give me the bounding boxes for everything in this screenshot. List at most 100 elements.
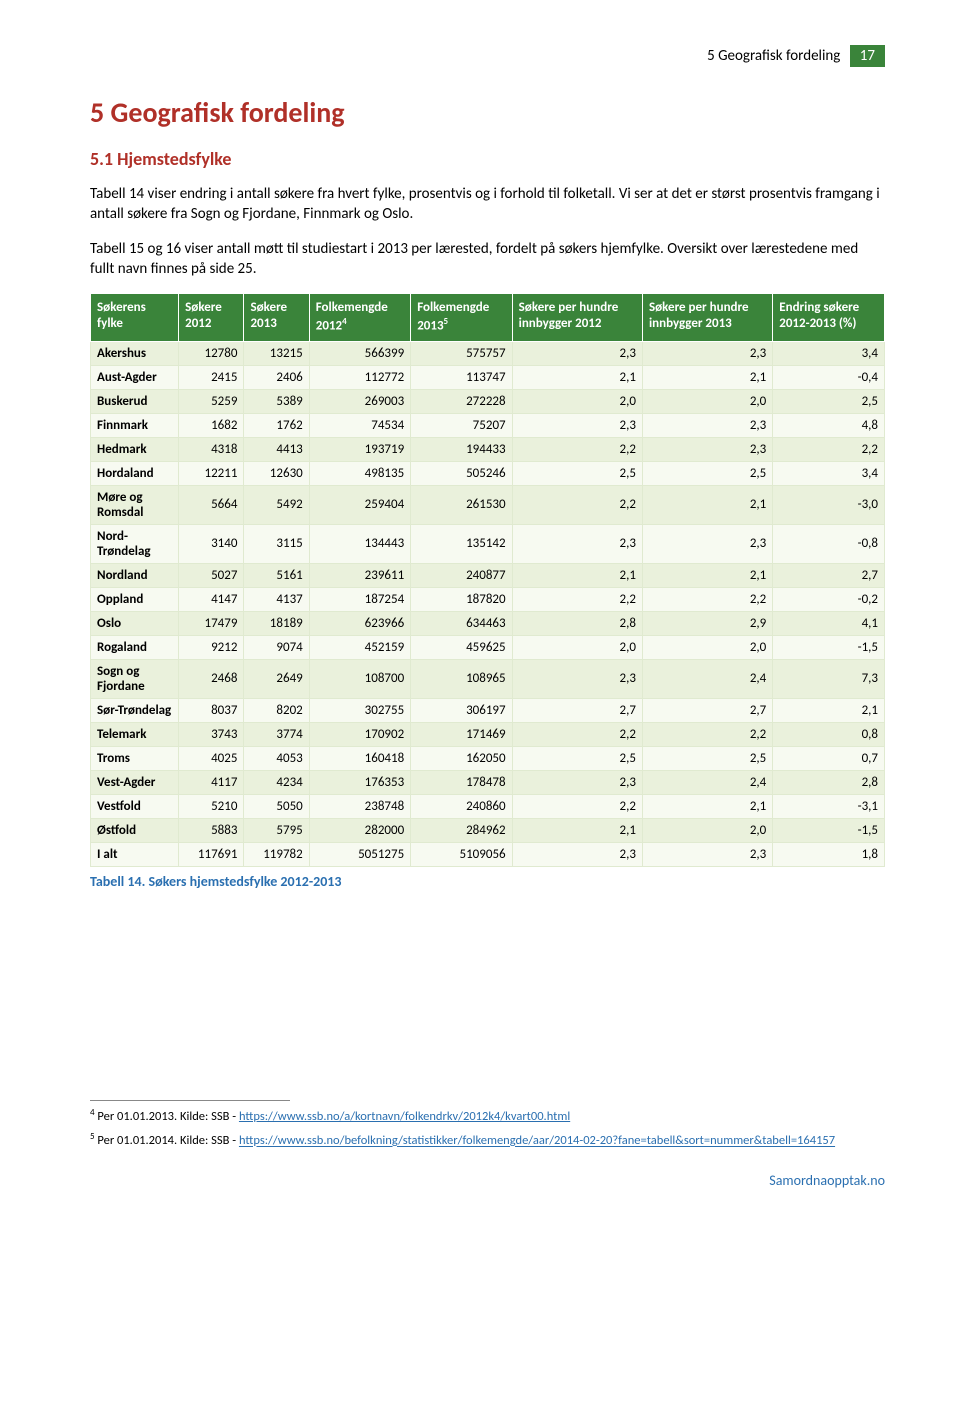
cell-value: 566399 bbox=[309, 341, 410, 365]
col-sokere-2012: Søkere 2012 bbox=[179, 294, 244, 342]
table-row: Troms402540531604181620502,52,50,7 bbox=[91, 746, 885, 770]
table-row: Buskerud525953892690032722282,02,02,5 bbox=[91, 389, 885, 413]
cell-value: 5259 bbox=[179, 389, 244, 413]
cell-value: 2,2 bbox=[512, 587, 642, 611]
cell-value: -0,8 bbox=[773, 524, 885, 563]
cell-value: 505246 bbox=[411, 461, 512, 485]
cell-value: 459625 bbox=[411, 635, 512, 659]
table-row: Vestfold521050502387482408602,22,1-3,1 bbox=[91, 794, 885, 818]
cell-value: 134443 bbox=[309, 524, 410, 563]
cell-value: 498135 bbox=[309, 461, 410, 485]
cell-value: 7,3 bbox=[773, 659, 885, 698]
cell-value: 4117 bbox=[179, 770, 244, 794]
cell-value: -1,5 bbox=[773, 635, 885, 659]
cell-value: 5795 bbox=[244, 818, 309, 842]
cell-value: 2,2 bbox=[773, 437, 885, 461]
cell-value: 108965 bbox=[411, 659, 512, 698]
cell-value: 5664 bbox=[179, 485, 244, 524]
col-folkemengde-2012: Folkemengde 20124 bbox=[309, 294, 410, 342]
cell-label: Buskerud bbox=[91, 389, 179, 413]
cell-value: 2,3 bbox=[512, 770, 642, 794]
cell-value: 3140 bbox=[179, 524, 244, 563]
col-fylke: Søkerens fylke bbox=[91, 294, 179, 342]
cell-value: 284962 bbox=[411, 818, 512, 842]
cell-value: 2468 bbox=[179, 659, 244, 698]
cell-value: 2,3 bbox=[642, 842, 772, 866]
cell-value: 261530 bbox=[411, 485, 512, 524]
cell-value: 2,2 bbox=[512, 485, 642, 524]
running-header: 5 Geografisk fordeling 17 bbox=[90, 45, 885, 67]
footnote-text: Per 01.01.2014. Kilde: SSB - bbox=[97, 1134, 239, 1149]
cell-value: 74534 bbox=[309, 413, 410, 437]
cell-value: 18189 bbox=[244, 611, 309, 635]
cell-value: 259404 bbox=[309, 485, 410, 524]
cell-value: 5051275 bbox=[309, 842, 410, 866]
table-row: Sør-Trøndelag803782023027553061972,72,72… bbox=[91, 698, 885, 722]
cell-value: 4,1 bbox=[773, 611, 885, 635]
cell-value: 2,7 bbox=[512, 698, 642, 722]
cell-value: 2,1 bbox=[642, 365, 772, 389]
cell-value: 9074 bbox=[244, 635, 309, 659]
cell-value: 272228 bbox=[411, 389, 512, 413]
cell-value: 2,1 bbox=[642, 485, 772, 524]
cell-value: 2,3 bbox=[512, 341, 642, 365]
cell-value: 2,5 bbox=[512, 746, 642, 770]
cell-value: 4,8 bbox=[773, 413, 885, 437]
footnote-link[interactable]: https://www.ssb.no/befolkning/statistikk… bbox=[239, 1134, 835, 1149]
cell-value: 12630 bbox=[244, 461, 309, 485]
col-sokere-2013: Søkere 2013 bbox=[244, 294, 309, 342]
table-row: Oslo17479181896239666344632,82,94,1 bbox=[91, 611, 885, 635]
cell-value: 187254 bbox=[309, 587, 410, 611]
cell-value: 171469 bbox=[411, 722, 512, 746]
cell-label: Vestfold bbox=[91, 794, 179, 818]
cell-value: 4137 bbox=[244, 587, 309, 611]
cell-value: 2,1 bbox=[512, 563, 642, 587]
cell-value: 2,5 bbox=[512, 461, 642, 485]
cell-value: 178478 bbox=[411, 770, 512, 794]
table-row: Sogn og Fjordane246826491087001089652,32… bbox=[91, 659, 885, 698]
cell-value: 160418 bbox=[309, 746, 410, 770]
cell-value: 2406 bbox=[244, 365, 309, 389]
cell-value: 5883 bbox=[179, 818, 244, 842]
cell-value: 3774 bbox=[244, 722, 309, 746]
cell-value: 2,5 bbox=[773, 389, 885, 413]
cell-value: 634463 bbox=[411, 611, 512, 635]
cell-value: 4318 bbox=[179, 437, 244, 461]
cell-value: 2,0 bbox=[642, 389, 772, 413]
cell-value: -3,1 bbox=[773, 794, 885, 818]
cell-value: 1682 bbox=[179, 413, 244, 437]
cell-value: 2,8 bbox=[773, 770, 885, 794]
cell-value: 1,8 bbox=[773, 842, 885, 866]
footnote-link[interactable]: https://www.ssb.no/a/kortnavn/folkendrkv… bbox=[239, 1109, 570, 1124]
cell-value: 2,0 bbox=[642, 818, 772, 842]
page-number-badge: 17 bbox=[850, 45, 885, 67]
intro-paragraph-1: Tabell 14 viser endring i antall søkere … bbox=[90, 184, 885, 225]
cell-value: 575757 bbox=[411, 341, 512, 365]
footnote-text: Per 01.01.2013. Kilde: SSB - bbox=[97, 1109, 239, 1124]
cell-value: 12211 bbox=[179, 461, 244, 485]
cell-value: 2,2 bbox=[512, 437, 642, 461]
cell-value: 117691 bbox=[179, 842, 244, 866]
cell-value: 8202 bbox=[244, 698, 309, 722]
table-row: Nord-Trøndelag314031151344431351422,32,3… bbox=[91, 524, 885, 563]
cell-value: 3743 bbox=[179, 722, 244, 746]
table-row: Møre og Romsdal566454922594042615302,22,… bbox=[91, 485, 885, 524]
cell-value: 0,8 bbox=[773, 722, 885, 746]
cell-value: -3,0 bbox=[773, 485, 885, 524]
cell-value: 2,4 bbox=[642, 659, 772, 698]
cell-value: 12780 bbox=[179, 341, 244, 365]
footnote-5: 5 Per 01.01.2014. Kilde: SSB - https://w… bbox=[90, 1131, 885, 1150]
cell-value: -1,5 bbox=[773, 818, 885, 842]
cell-label: I alt bbox=[91, 842, 179, 866]
cell-value: 3,4 bbox=[773, 461, 885, 485]
cell-label: Aust-Agder bbox=[91, 365, 179, 389]
cell-label: Hedmark bbox=[91, 437, 179, 461]
cell-value: 2,3 bbox=[642, 413, 772, 437]
cell-value: 170902 bbox=[309, 722, 410, 746]
cell-label: Troms bbox=[91, 746, 179, 770]
cell-value: 8037 bbox=[179, 698, 244, 722]
cell-label: Sogn og Fjordane bbox=[91, 659, 179, 698]
cell-value: 2,4 bbox=[642, 770, 772, 794]
cell-value: 13215 bbox=[244, 341, 309, 365]
cell-value: 194433 bbox=[411, 437, 512, 461]
